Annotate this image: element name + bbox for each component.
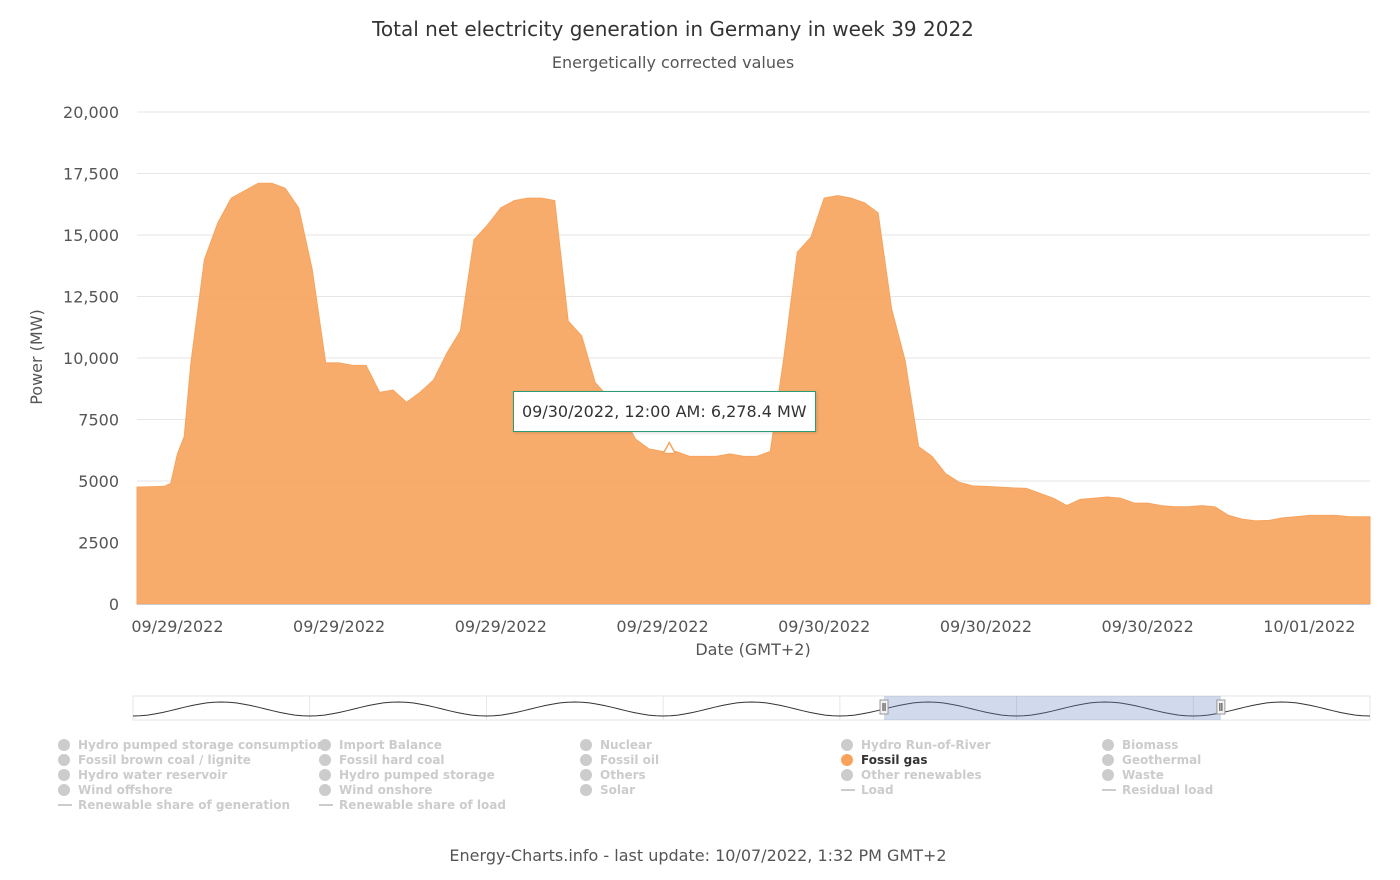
legend-dot-icon (319, 783, 331, 796)
legend-label: Biomass (1122, 737, 1179, 752)
series-area-fossil-gas[interactable] (136, 182, 1371, 605)
legend-item[interactable]: Import Balance (319, 737, 580, 752)
legend-label: Fossil brown coal / lignite (78, 752, 251, 767)
chart-title: Total net electricity generation in Germ… (372, 17, 974, 41)
legend-item[interactable]: Fossil brown coal / lignite (58, 752, 319, 767)
legend-item[interactable]: Biomass (1102, 737, 1363, 752)
legend-label: Import Balance (339, 737, 442, 752)
legend-label: Load (861, 782, 894, 797)
legend-item[interactable]: Wind offshore (58, 782, 319, 797)
legend-label: Hydro pumped storage (339, 767, 495, 782)
chart-subtitle: Energetically corrected values (551, 53, 795, 72)
legend-dot-icon (580, 783, 592, 796)
legend-dot-icon (841, 768, 853, 781)
legend-item[interactable]: Renewable share of generation (58, 797, 319, 812)
legend-item[interactable]: Geothermal (1102, 752, 1363, 767)
legend-line-icon (841, 788, 855, 791)
legend-line-icon (1102, 788, 1116, 791)
legend-dot-icon (580, 768, 592, 781)
y-tick-label: 17,500 (63, 165, 119, 184)
legend-item[interactable]: Waste (1102, 767, 1363, 782)
data-tooltip: 09/30/2022, 12:00 AM: 6,278.4 MW (513, 391, 816, 432)
footer-credit: Energy-Charts.info - last update: 10/07/… (449, 846, 947, 865)
legend-label: Wind offshore (78, 782, 173, 797)
legend-dot-icon (58, 753, 70, 766)
legend-label: Wind onshore (339, 782, 433, 797)
legend-item[interactable]: Fossil hard coal (319, 752, 580, 767)
legend-label: Hydro pumped storage consumption (78, 737, 326, 752)
legend-label: Waste (1122, 767, 1164, 782)
legend-label: Residual load (1122, 782, 1214, 797)
legend-line-icon (58, 803, 72, 806)
x-tick-label: 10/01/2022 (1263, 617, 1355, 636)
legend-dot-icon (1102, 753, 1114, 766)
legend-item[interactable]: Load (841, 782, 1102, 797)
legend-item[interactable]: Hydro pumped storage consumption (58, 737, 325, 752)
legend-dot-icon (580, 753, 592, 766)
navigator-series-line (132, 701, 1371, 717)
legend-dot-icon (580, 738, 592, 751)
y-tick-label: 2500 (78, 534, 119, 553)
legend-item[interactable]: Fossil oil (580, 752, 841, 767)
x-tick-label: 09/29/2022 (616, 617, 708, 636)
y-tick-label: 0 (109, 595, 119, 614)
legend-item[interactable]: Hydro Run-of-River (841, 737, 1102, 752)
legend-item[interactable]: Fossil gas (841, 752, 1102, 767)
legend-item[interactable]: Renewable share of load (319, 797, 580, 812)
legend-label: Fossil hard coal (339, 752, 445, 767)
legend-item[interactable]: Hydro water reservoir (58, 767, 319, 782)
legend-dot-icon (319, 753, 331, 766)
y-tick-label: 15,000 (63, 226, 119, 245)
navigator-track (132, 695, 1371, 721)
legend-dot-icon (1102, 738, 1114, 751)
legend-item[interactable]: Hydro pumped storage (319, 767, 580, 782)
legend-label: Fossil oil (600, 752, 660, 767)
y-tick-label: 5000 (78, 472, 119, 491)
legend-label: Other renewables (861, 767, 982, 782)
legend-label: Nuclear (600, 737, 652, 752)
legend-item[interactable]: Wind onshore (319, 782, 580, 797)
y-tick-label: 20,000 (63, 103, 119, 122)
x-tick-label: 09/30/2022 (940, 617, 1032, 636)
x-axis-label: Date (GMT+2) (695, 640, 810, 659)
legend-item[interactable]: Other renewables (841, 767, 1102, 782)
x-tick-label: 09/29/2022 (455, 617, 547, 636)
legend: Hydro pumped storage consumption Import B… (58, 737, 1378, 812)
legend-dot-icon (319, 768, 331, 781)
legend-dot-icon (841, 753, 853, 766)
navigator[interactable] (132, 695, 1371, 721)
legend-label: Others (600, 767, 646, 782)
navigator-window[interactable] (884, 696, 1221, 720)
legend-dot-icon (841, 738, 853, 751)
legend-label: Hydro Run-of-River (861, 737, 991, 752)
legend-dot-icon (58, 738, 70, 751)
x-tick-label: 09/29/2022 (293, 617, 385, 636)
y-tick-label: 7500 (78, 411, 119, 430)
legend-item[interactable]: Residual load (1102, 782, 1363, 797)
legend-label: Hydro water reservoir (78, 767, 228, 782)
x-tick-label: 09/30/2022 (778, 617, 870, 636)
legend-label: Renewable share of generation (78, 797, 290, 812)
navigator-handle[interactable] (879, 699, 889, 715)
chart-area[interactable]: 0 2500 5000 7500 10,000 12,500 15,000 17,500 20,… (0, 0, 1400, 730)
legend-item[interactable]: Others (580, 767, 841, 782)
legend-item[interactable]: Nuclear (580, 737, 841, 752)
legend-dot-icon (58, 768, 70, 781)
hover-point-marker (662, 440, 677, 455)
legend-label: Renewable share of load (339, 797, 506, 812)
legend-line-icon (319, 803, 333, 806)
legend-label: Geothermal (1122, 752, 1202, 767)
x-tick-label: 09/29/2022 (131, 617, 223, 636)
legend-label: Fossil gas (861, 752, 928, 767)
legend-dot-icon (1102, 768, 1114, 781)
legend-dot-icon (319, 738, 331, 751)
y-axis-label: Power (MW) (27, 309, 46, 405)
legend-label: Solar (600, 782, 636, 797)
navigator-handle[interactable] (1216, 699, 1226, 715)
legend-dot-icon (58, 783, 70, 796)
x-tick-label: 09/30/2022 (1102, 617, 1194, 636)
legend-item[interactable]: Solar (580, 782, 841, 797)
y-tick-label: 10,000 (63, 349, 119, 368)
y-tick-label: 12,500 (63, 288, 119, 307)
